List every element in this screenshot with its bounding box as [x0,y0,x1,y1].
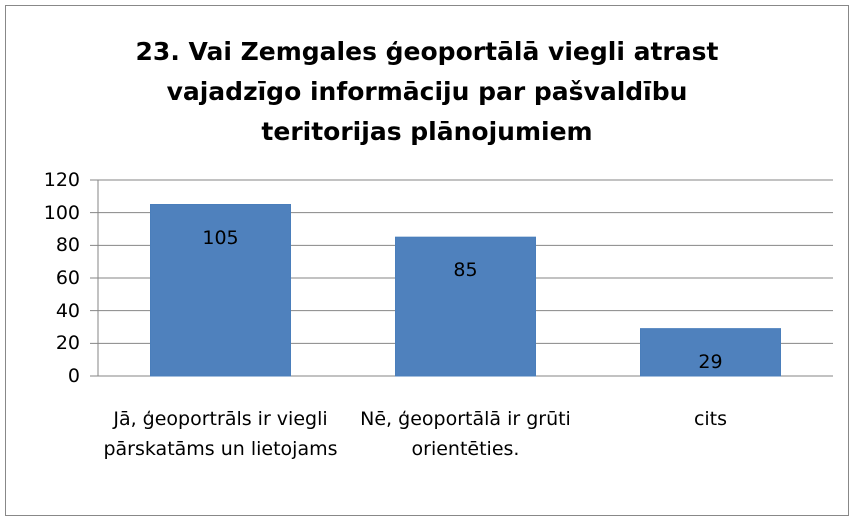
bar [395,236,536,377]
y-tick-label: 120 [43,169,80,191]
data-label: 85 [453,259,478,282]
y-tick-label: 100 [43,201,80,224]
bar [640,328,781,377]
y-tick-label: 60 [55,267,80,289]
data-label: 105 [202,226,239,249]
bar [150,204,291,377]
data-label: 29 [698,350,723,373]
y-tick-label: 0 [67,365,80,387]
y-tick-label: 40 [55,299,80,322]
x-tick-label: Jā, ģeoportrāls ir viegli pārskatāms un … [103,408,338,460]
y-tick-label: 80 [55,234,80,257]
x-tick-label: Nē, ģeoportālā ir grūti orientēties. [360,408,571,460]
chart-title: 23. Vai Zemgales ģeoportālā viegli atras… [135,37,719,146]
y-tick-label: 20 [55,332,80,355]
x-tick-label: cits [693,408,728,430]
